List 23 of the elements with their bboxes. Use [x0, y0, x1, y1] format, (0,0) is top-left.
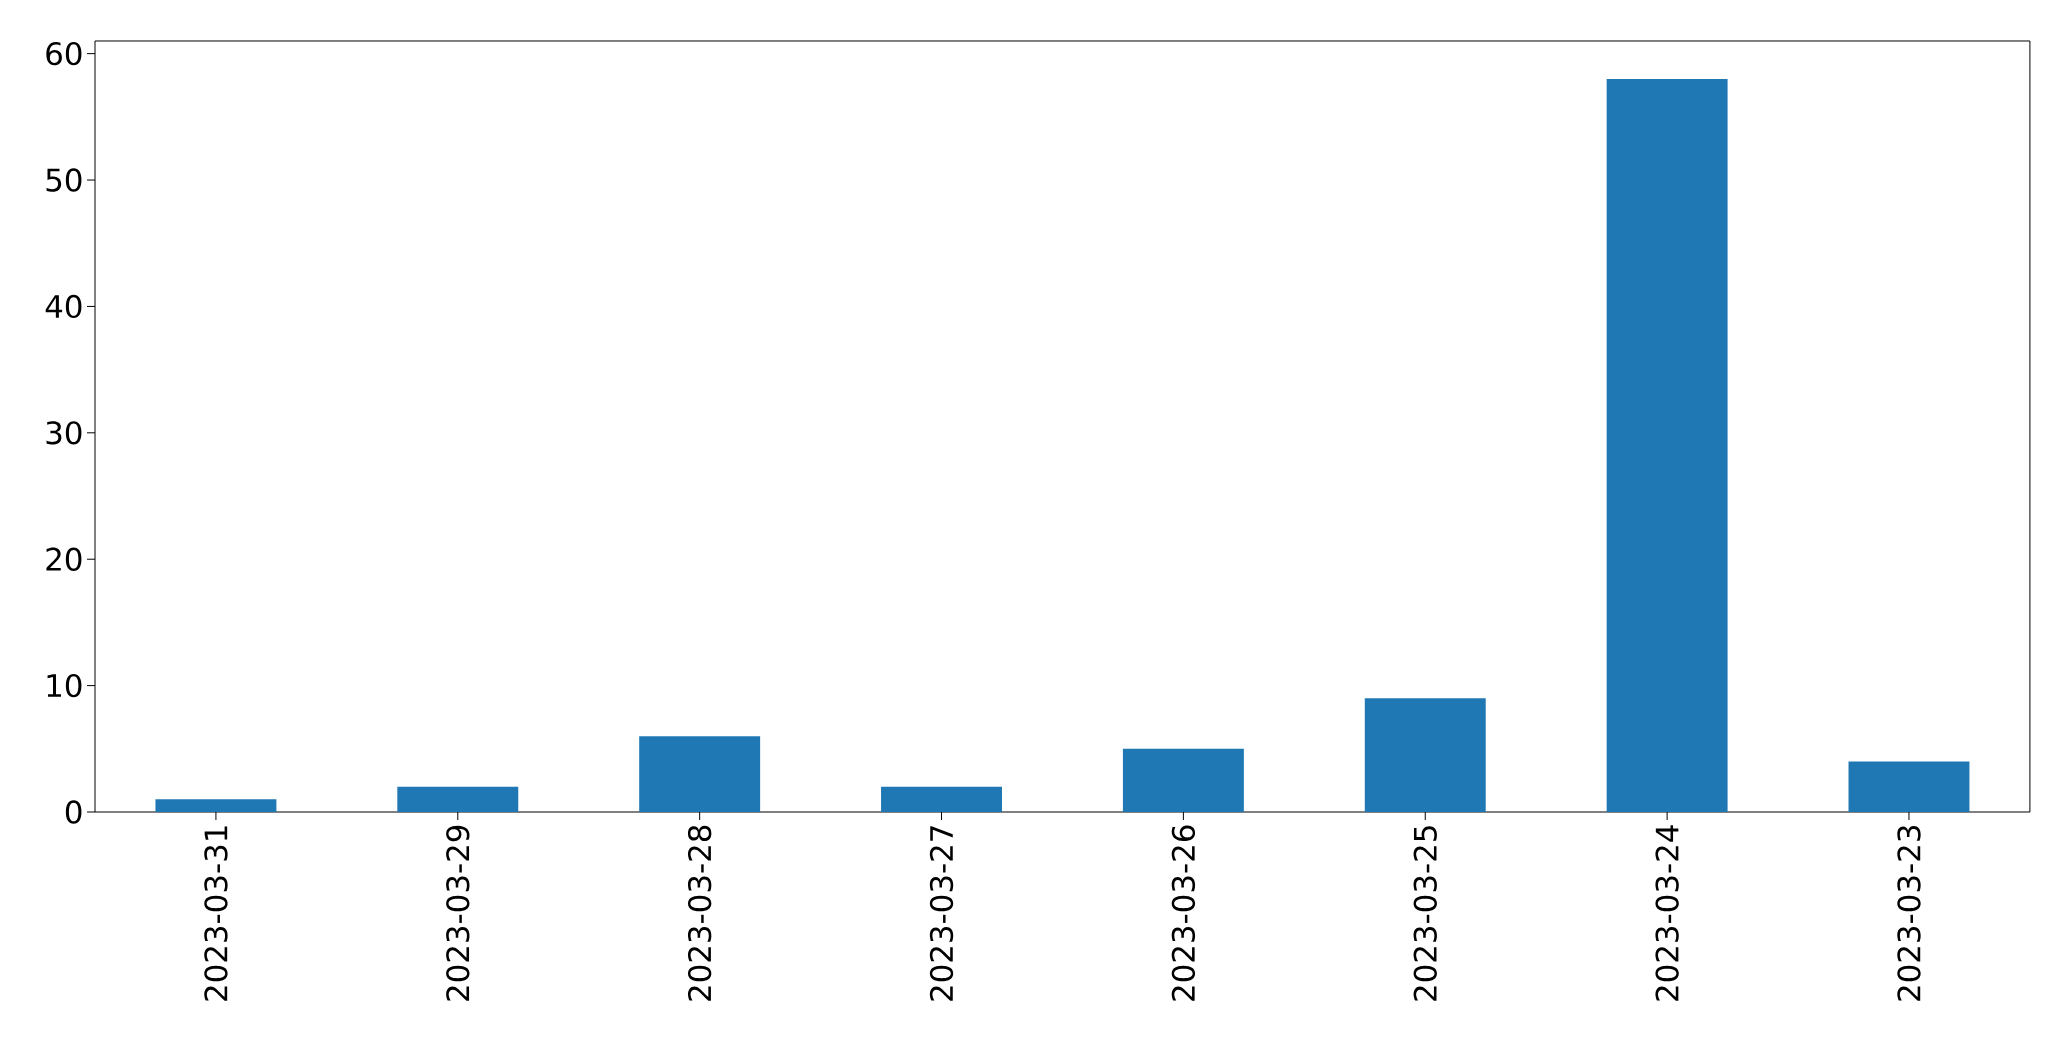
bar: [639, 736, 761, 812]
y-tick-label: 40: [45, 294, 82, 319]
y-tick-label: 20: [46, 547, 82, 571]
x-tick-label: 2023-03-23: [1897, 826, 1921, 1001]
y-tick-label: 50: [46, 168, 82, 192]
y-tick-label: 60: [46, 41, 82, 66]
x-tick-label: 2023-03-25: [1413, 826, 1437, 1001]
bar: [1122, 748, 1244, 812]
bar: [881, 786, 1002, 812]
y-tick-label: 0: [65, 800, 82, 824]
bar: [1364, 698, 1486, 812]
y-tick-label: 10: [47, 673, 82, 698]
x-tick-label: 2023-03-28: [687, 825, 712, 1001]
bar: [397, 786, 519, 812]
x-tick-label: 2023-03-24: [1655, 825, 1679, 1001]
x-tick-label: 2023-03-27: [929, 826, 954, 1001]
x-tick-label: 2023-03-26: [1171, 825, 1196, 1001]
x-tick-label: 2023-03-29: [446, 825, 470, 1001]
y-tick-label: 30: [46, 421, 82, 445]
bar: [1606, 78, 1728, 812]
x-tick-label: 2023-03-31: [204, 826, 228, 1001]
bar: [1848, 761, 1970, 812]
bar: [155, 799, 277, 812]
